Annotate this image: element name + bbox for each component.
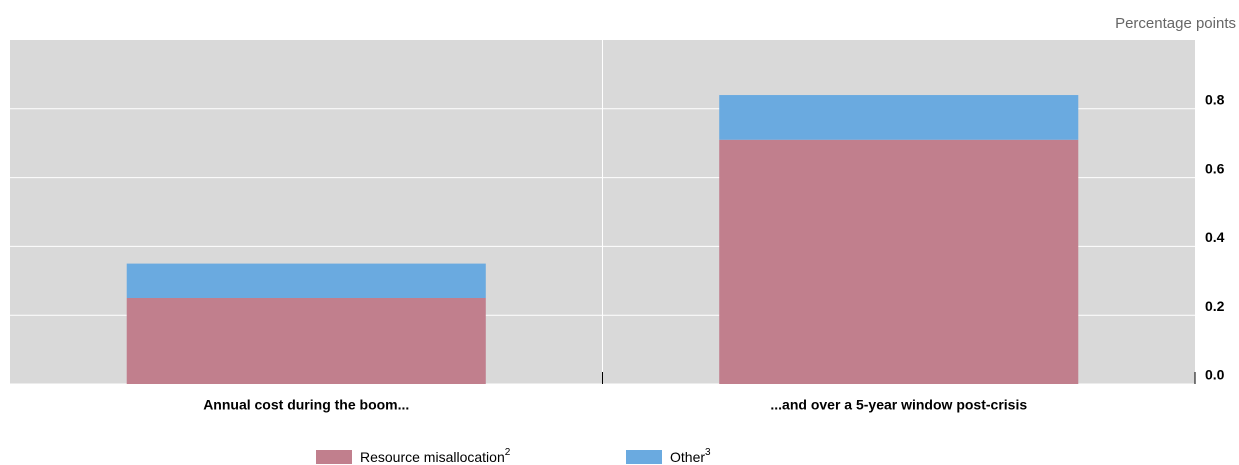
legend-swatch: [626, 450, 662, 464]
x-tick-label: ...and over a 5-year window post-crisis: [770, 397, 1027, 413]
legend-footnote: 3: [705, 447, 711, 458]
y-tick-label: 0.0: [1205, 367, 1225, 383]
legend-label: Resource misallocation2: [360, 447, 511, 465]
bar-segment: [719, 95, 1079, 140]
bar-segment: [126, 263, 486, 298]
legend-name: Other: [670, 449, 705, 465]
y-tick-label: 0.6: [1205, 160, 1225, 176]
x-tick-label: Annual cost during the boom...: [203, 397, 409, 413]
legend-swatch: [316, 450, 352, 464]
y-tick-label: 0.2: [1205, 298, 1225, 314]
bar-segment: [126, 298, 486, 384]
y-tick-label: 0.8: [1205, 92, 1225, 108]
unit-label: Percentage points: [1115, 15, 1236, 32]
legend-footnote: 2: [505, 447, 511, 458]
y-tick-label: 0.4: [1205, 229, 1225, 245]
legend-label: Other3: [670, 447, 711, 465]
bar-segment: [719, 139, 1079, 384]
legend-name: Resource misallocation: [360, 449, 505, 465]
